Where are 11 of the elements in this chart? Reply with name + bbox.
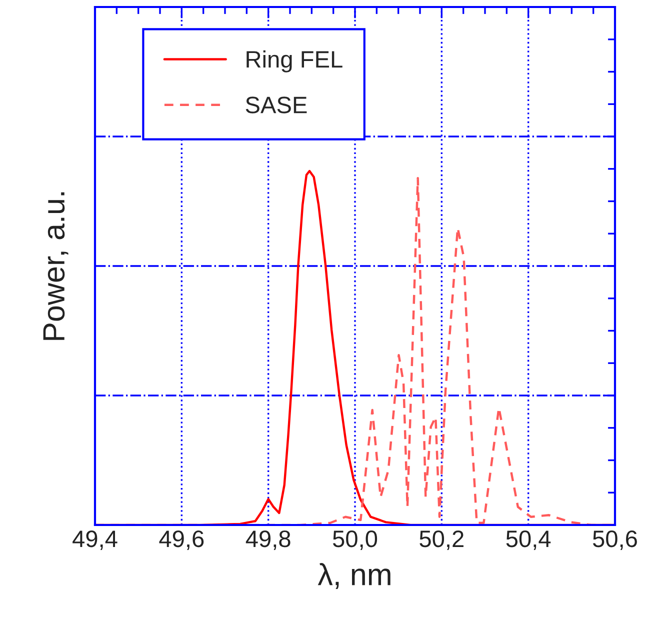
x-tick-label: 50,4: [506, 530, 551, 550]
x-tick-label: 50,6: [592, 530, 637, 550]
x-tick-label: 50,0: [332, 530, 378, 550]
legend-label: SASE: [246, 96, 307, 114]
x-tick-label: 49,4: [72, 530, 118, 550]
x-axis-title: λ, nm: [318, 562, 390, 590]
x-tick-label: 49,6: [159, 530, 204, 550]
y-axis-title: Power, a.u.: [43, 192, 68, 340]
x-tick-label: 49,8: [246, 530, 290, 550]
legend-label: Ring FEL: [246, 50, 342, 72]
x-tick-label: 50,2: [420, 530, 464, 550]
